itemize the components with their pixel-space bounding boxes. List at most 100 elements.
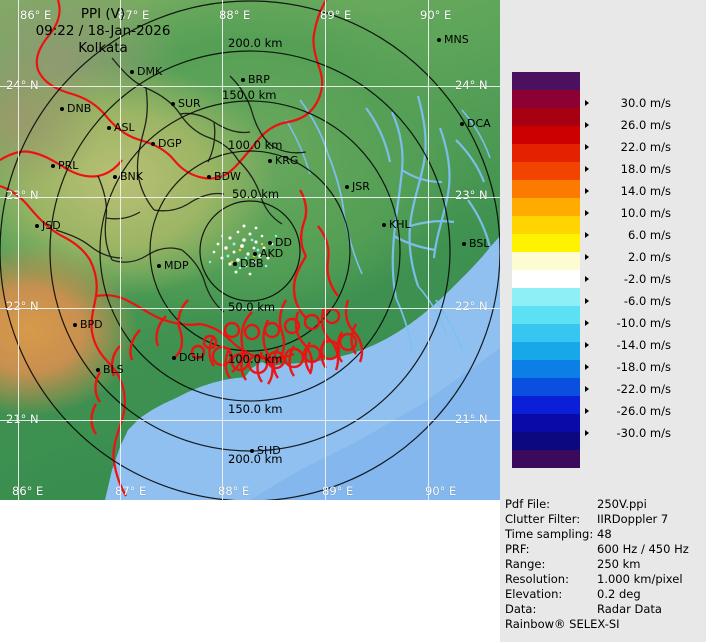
range-ring-label: 150.0 km — [228, 402, 283, 416]
station-dot — [172, 356, 176, 360]
station-dot — [113, 175, 117, 179]
radar-echo-clutter — [90, 189, 364, 435]
colorbar-tick-arrow — [585, 188, 589, 194]
metadata-value: Radar Data — [597, 602, 662, 616]
velocity-colorbar[interactable] — [512, 72, 580, 468]
station-label: DD — [275, 236, 292, 249]
sea-deep-polygon — [250, 348, 500, 500]
graticule-label: 21° N — [6, 412, 39, 426]
colorbar-tick-arrow — [585, 122, 589, 128]
station-dot — [250, 449, 254, 453]
metadata-key: Range: — [505, 557, 546, 571]
radar-map-panel[interactable]: 86° E 87° E 88° E 89° E 90° E 86° E 87° E 88° E… — [0, 0, 500, 500]
station-label: MNS — [444, 33, 469, 46]
graticule-label: 22° N — [6, 299, 39, 313]
map-vector-layer — [0, 0, 500, 500]
metadata-value: 600 Hz / 450 Hz — [597, 542, 689, 556]
colorbar-tick-arrow — [585, 166, 589, 172]
metadata-value: IIRDoppler 7 — [597, 512, 669, 526]
graticule-label: 24° N — [6, 78, 39, 92]
vendor-brand: Rainbow® SELEX-SI — [505, 617, 620, 631]
graticule-label: 88° E — [219, 8, 251, 22]
graticule-label: 21° N — [455, 412, 488, 426]
metadata-row: Elevation: 0.2 deg — [505, 587, 705, 602]
grid-line-lon-89 — [325, 0, 326, 500]
metadata-value: 0.2 deg — [597, 587, 641, 601]
station-dot — [60, 107, 64, 111]
metadata-value: 250V.ppi — [597, 497, 647, 511]
station-dot — [460, 122, 464, 126]
station-label: AKD — [260, 247, 284, 260]
colorbar-tick-label: -14.0 m/s — [616, 338, 671, 352]
colorbar-tick-arrow — [585, 430, 589, 436]
colorbar-tick-label: -26.0 m/s — [616, 404, 671, 418]
station-dot — [253, 252, 257, 256]
station-dot — [157, 264, 161, 268]
station-dot — [107, 126, 111, 130]
station-label: SUR — [178, 97, 201, 110]
colorbar-tick-label: 10.0 m/s — [620, 206, 671, 220]
station-dot — [437, 38, 441, 42]
grid-line-lon-88 — [222, 0, 223, 500]
metadata-key: Clutter Filter: — [505, 512, 581, 526]
graticule-label: 23° N — [455, 188, 488, 202]
metadata-key: Resolution: — [505, 572, 569, 586]
station-label: BDW — [214, 170, 241, 183]
grid-line-lat-24 — [0, 86, 500, 87]
colorbar-tick-label: -30.0 m/s — [616, 426, 671, 440]
colorbar-tick-arrow — [585, 320, 589, 326]
range-ring-label: 50.0 km — [232, 187, 280, 201]
colorbar-band — [512, 126, 580, 144]
graticule-label: 89° E — [322, 484, 354, 498]
graticule-label: 90° E — [425, 484, 457, 498]
graticule-label: 87° E — [118, 8, 150, 22]
station-dot — [151, 142, 155, 146]
station-dot — [345, 185, 349, 189]
station-dot — [233, 262, 237, 266]
metadata-row: Time sampling: 48 — [505, 527, 705, 542]
station-label: DBB — [240, 257, 264, 270]
station-label: DNB — [67, 102, 92, 115]
colorbar-band — [512, 162, 580, 180]
colorbar-band — [512, 180, 580, 198]
metadata-value: 1.000 km/pixel — [597, 572, 683, 586]
colorbar-band — [512, 72, 580, 90]
colorbar-tick-arrow — [585, 364, 589, 370]
metadata-row: Data: Radar Data — [505, 602, 705, 617]
colorbar-tick-arrow — [585, 298, 589, 304]
colorbar-tick-arrow — [585, 254, 589, 260]
colorbar-tick-label: 6.0 m/s — [627, 228, 671, 242]
station-label: BNK — [120, 170, 143, 183]
metadata-key: Elevation: — [505, 587, 563, 601]
graticule-label: 23° N — [6, 188, 39, 202]
station-label: KRG — [275, 154, 299, 167]
grid-line-lon-90 — [428, 0, 429, 500]
colorbar-tick-arrow — [585, 232, 589, 238]
colorbar-band — [512, 90, 580, 108]
colorbar-tick-arrow — [585, 210, 589, 216]
metadata-key: Time sampling: — [505, 527, 594, 541]
metadata-row: Clutter Filter: IIRDoppler 7 — [505, 512, 705, 527]
colorbar-tick-label: -2.0 m/s — [623, 272, 671, 286]
grid-line-lat-22 — [0, 308, 500, 309]
colorbar-band — [512, 450, 580, 468]
metadata-value: 48 — [597, 527, 612, 541]
graticule-label: 86° E — [12, 484, 44, 498]
station-dot — [268, 159, 272, 163]
colorbar-tick-label: 26.0 m/s — [620, 118, 671, 132]
range-ring-label: 100.0 km — [228, 138, 283, 152]
range-ring-label: 200.0 km — [228, 452, 283, 466]
graticule-label: 89° E — [320, 8, 352, 22]
colorbar-tick-label: -10.0 m/s — [616, 316, 671, 330]
grid-line-lon-87 — [120, 0, 121, 500]
station-dot — [241, 78, 245, 82]
station-label: DGH — [179, 351, 205, 364]
station-label: MDP — [164, 259, 189, 272]
ground-clutter-speckle — [208, 224, 278, 276]
station-label: DGP — [158, 137, 182, 150]
range-ring-label: 200.0 km — [228, 36, 283, 50]
station-dot — [35, 224, 39, 228]
station-label: ASL — [114, 121, 135, 134]
station-dot — [207, 175, 211, 179]
